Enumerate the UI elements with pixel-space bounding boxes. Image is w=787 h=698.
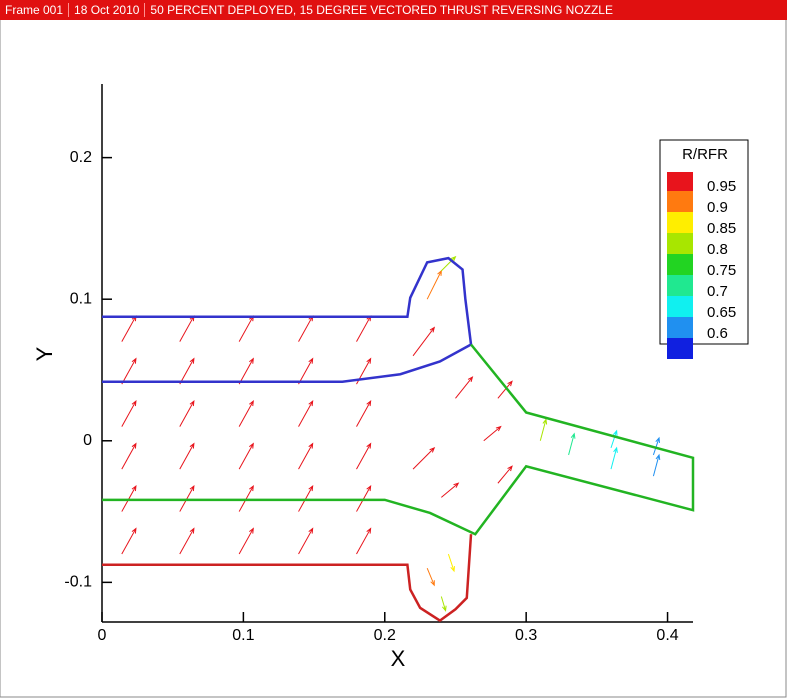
x-tick-label: 0.2: [374, 627, 396, 644]
x-tick-label: 0: [98, 627, 107, 644]
legend-label: 0.95: [707, 178, 736, 195]
legend-swatch: [667, 212, 693, 233]
vector-arrow: [356, 442, 372, 470]
boundary-line: [102, 534, 473, 623]
y-tick-label: 0.1: [70, 290, 92, 307]
legend-title: R/RFR: [682, 146, 728, 163]
vector-arrow: [483, 425, 502, 442]
legend-label: 0.8: [707, 241, 728, 258]
vector-arrow: [298, 357, 314, 385]
vector-arrow: [356, 400, 372, 427]
x-tick-label: 0.4: [656, 627, 678, 644]
boundary-line: [102, 343, 472, 383]
vector-arrow: [179, 442, 195, 470]
x-tick-label: 0.1: [232, 627, 254, 644]
vector-arrow: [440, 255, 457, 272]
legend-label: 0.9: [707, 199, 728, 216]
x-axis-label: X: [391, 646, 406, 671]
legend-swatch: [667, 191, 693, 212]
vector-arrow: [298, 527, 314, 555]
legend-label: 0.7: [707, 283, 728, 300]
header-title: 50 PERCENT DEPLOYED, 15 DEGREE VECTORED …: [150, 3, 613, 17]
vector-arrow: [121, 400, 137, 427]
vector-arrow: [539, 418, 548, 441]
legend-swatch: [667, 296, 693, 317]
vector-arrow: [298, 400, 314, 427]
boundary-line: [102, 256, 473, 345]
vector-arrow: [238, 527, 254, 555]
date-label: 18 Oct 2010: [69, 3, 146, 17]
legend-swatch: [667, 275, 693, 296]
vector-arrow: [179, 315, 195, 342]
legend-swatch: [667, 172, 693, 191]
vector-arrow: [497, 380, 513, 399]
vector-arrow: [356, 315, 372, 342]
vector-arrow: [238, 400, 254, 427]
vector-arrow: [298, 315, 314, 342]
vector-arrow: [652, 436, 660, 456]
vector-arrow: [426, 269, 442, 300]
vector-arrow: [298, 442, 314, 470]
legend-label: 0.75: [707, 262, 736, 279]
legend-label: 0.65: [707, 304, 736, 321]
vector-arrow: [497, 465, 513, 484]
legend-swatch: [667, 317, 693, 338]
legend-label: 0.85: [707, 220, 736, 237]
vector-arrow: [610, 429, 618, 449]
vector-arrow: [652, 453, 661, 477]
vector-arrow: [568, 432, 576, 456]
y-tick-label: 0: [83, 432, 92, 449]
legend-swatch: [667, 233, 693, 254]
vector-arrow: [121, 527, 137, 555]
vector-arrow: [356, 527, 372, 555]
legend-swatch: [667, 254, 693, 275]
frame-label: Frame 001: [0, 3, 70, 17]
vector-arrow: [426, 568, 435, 587]
y-tick-label: -0.1: [64, 574, 92, 591]
vector-arrow: [179, 357, 195, 385]
vector-arrow: [121, 442, 137, 470]
header-bar: Frame 001 18 Oct 2010 50 PERCENT DEPLOYED,…: [0, 0, 787, 20]
vector-arrow: [441, 482, 460, 498]
vector-arrow: [440, 596, 447, 612]
boundary-line: [102, 343, 695, 536]
vector-arrow: [412, 326, 436, 357]
vector-arrow: [238, 442, 254, 470]
vector-arrow: [121, 357, 137, 385]
vector-arrow: [179, 400, 195, 427]
vector-arrow: [238, 315, 254, 342]
vector-arrow: [412, 446, 436, 470]
vector-arrow: [121, 315, 137, 342]
legend-swatch: [667, 338, 693, 359]
vector-arrow: [238, 357, 254, 385]
y-tick-label: 0.2: [70, 149, 92, 166]
x-tick-label: 0.3: [515, 627, 537, 644]
vector-arrow: [455, 376, 474, 399]
legend-label: 0.6: [707, 325, 728, 342]
vector-arrow: [447, 553, 455, 573]
vector-arrow: [610, 446, 618, 470]
vector-arrow: [179, 527, 195, 555]
y-axis-label: Y: [32, 346, 57, 361]
